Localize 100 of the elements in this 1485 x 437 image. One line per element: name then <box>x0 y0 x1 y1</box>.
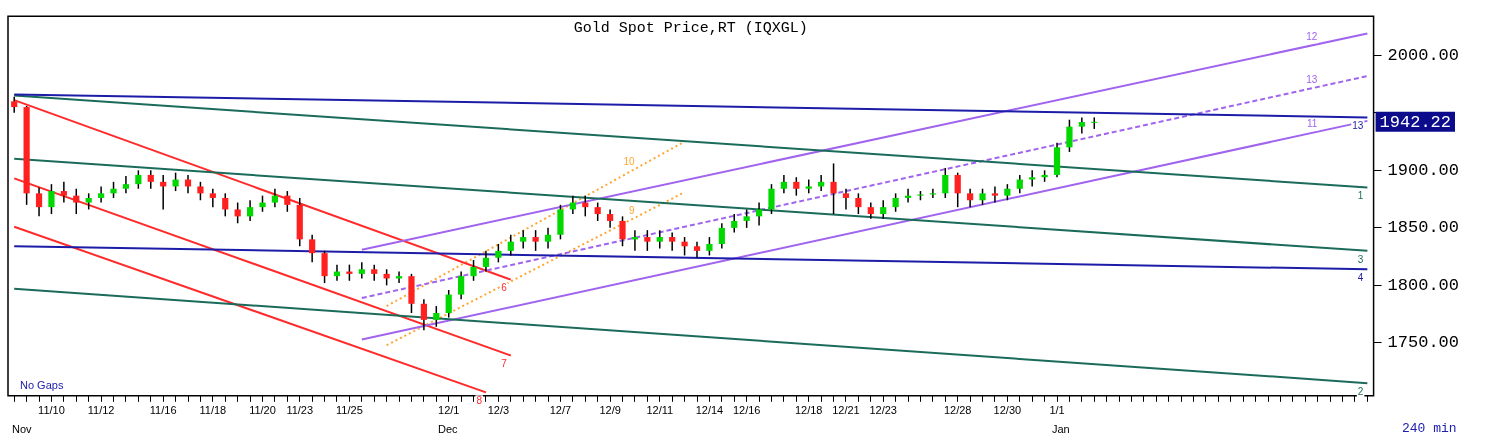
candlestick <box>482 250 490 273</box>
candlestick <box>197 181 204 201</box>
candlestick <box>1016 174 1023 195</box>
series-label: 12 <box>1306 30 1318 42</box>
y-tick-label: 1750.00 <box>1387 333 1460 353</box>
x-tick-label: 11/12 <box>87 404 115 417</box>
series-label: 10 <box>623 155 636 167</box>
candlestick <box>892 192 899 213</box>
candlestick <box>880 199 887 220</box>
text: 1942.22 <box>1379 113 1452 133</box>
candlestick <box>706 236 713 257</box>
candlestick <box>458 270 465 300</box>
series-label: 2 <box>1357 385 1364 397</box>
candlestick <box>309 234 316 264</box>
candlestick <box>98 185 105 204</box>
candlestick <box>222 192 229 218</box>
candlestick <box>507 234 514 257</box>
x-tick-label: 12/9 <box>599 404 621 417</box>
text: Nov <box>12 422 33 435</box>
x-tick-label: 12/23 <box>869 404 897 417</box>
y-tick-label: 1900.00 <box>1387 160 1460 180</box>
annotation: No Gaps <box>20 379 64 392</box>
series-label: 13 <box>1352 120 1364 132</box>
candlestick <box>520 229 527 250</box>
candlestick <box>209 188 216 208</box>
x-tick-label: 12/14 <box>695 404 724 417</box>
x-tick-label: 11/23 <box>286 404 314 417</box>
series-label: 11 <box>1306 118 1318 130</box>
candlestick <box>1029 169 1036 188</box>
candlestick <box>830 162 837 215</box>
series-label: 6 <box>501 282 508 294</box>
x-tick-label: 11/25 <box>336 404 363 417</box>
candlestick <box>532 229 539 252</box>
text: 240 min <box>1401 420 1457 436</box>
y-tick-label: 1800.00 <box>1387 275 1460 295</box>
candlestick <box>743 208 750 229</box>
x-tick-label: 12/3 <box>487 404 510 417</box>
candlestick <box>172 171 179 192</box>
candlestick <box>991 185 999 204</box>
candlestick <box>271 188 279 208</box>
candlestick <box>594 201 601 222</box>
candlestick <box>246 199 254 222</box>
x-tick-label: 12/7 <box>549 404 572 417</box>
candlestick <box>693 240 701 259</box>
candlestick <box>967 188 974 208</box>
candlestick <box>656 229 663 250</box>
candlestick <box>842 188 850 211</box>
candlestick <box>470 259 477 282</box>
candlestick <box>619 215 626 248</box>
candlestick <box>793 176 800 197</box>
x-tick-label: 11/16 <box>149 404 177 417</box>
candlestick <box>644 229 651 252</box>
candlestick <box>718 222 725 250</box>
x-tick-label: 12/30 <box>993 404 1022 417</box>
candlestick <box>954 171 961 208</box>
series-label: 13 <box>1306 73 1318 85</box>
candlestick <box>371 263 378 282</box>
candlestick <box>73 188 80 215</box>
x-tick-label: 1/1 <box>1049 404 1065 417</box>
candlestick <box>669 231 676 252</box>
x-tick-label: 12/21 <box>832 404 860 417</box>
x-tick-label: 12/18 <box>794 404 823 417</box>
candlestick <box>234 201 241 225</box>
candlestick <box>321 250 328 284</box>
x-tick-label: 12/11 <box>646 404 674 417</box>
x-tick-label: 11/18 <box>199 404 227 417</box>
candlestick <box>1078 116 1085 135</box>
candlestick <box>607 208 614 229</box>
candlestick <box>122 175 130 195</box>
candlestick <box>1066 118 1073 153</box>
series-label: 7 <box>501 358 508 370</box>
series-label: 4 <box>1357 272 1364 284</box>
x-tick-label: 12/16 <box>732 404 761 417</box>
chart-title: Gold Spot Price,RT (IQXGL) <box>573 19 808 37</box>
candlestick <box>942 167 949 199</box>
candlestick <box>495 243 502 264</box>
candlestick <box>48 183 55 215</box>
y-tick-label: 1850.00 <box>1387 218 1460 238</box>
candlestick <box>420 298 427 331</box>
candlestick <box>147 169 154 190</box>
series-label: 1 <box>1357 190 1364 202</box>
candlestick <box>35 186 43 218</box>
candlestick <box>433 305 440 328</box>
candlestick <box>755 201 763 227</box>
candlestick <box>358 261 365 280</box>
candlestick <box>445 289 452 319</box>
text: Dec <box>438 422 459 435</box>
candlestick <box>60 181 67 204</box>
series-label: 9 <box>629 204 636 216</box>
y-tick-label: 2000.00 <box>1387 45 1460 65</box>
candlestick <box>544 227 552 250</box>
candlestick <box>681 236 688 257</box>
x-tick-label: 12/28 <box>943 404 972 417</box>
x-tick-label: 11/20 <box>249 404 276 417</box>
series-label: 3 <box>1357 253 1364 265</box>
x-tick-label: 12/1 <box>438 404 460 417</box>
candlestick <box>284 190 291 213</box>
candlestick <box>731 213 738 234</box>
series-label: 8 <box>476 395 483 407</box>
candlestick <box>768 183 775 215</box>
